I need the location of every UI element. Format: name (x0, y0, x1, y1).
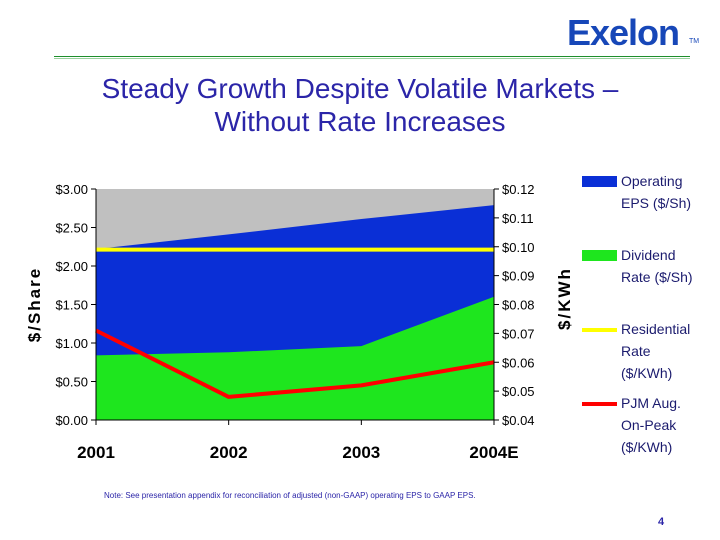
left-tick-label: $0.50 (55, 375, 88, 390)
exelon-logo: Exelon TM (567, 12, 707, 53)
logo-text: Exelon (567, 12, 680, 53)
legend-label: Rate (621, 343, 651, 359)
legend-swatch (582, 250, 617, 261)
header-rule-secondary (54, 58, 690, 59)
legend-label: Rate ($/Sh) (621, 269, 693, 285)
left-tick-label: $3.00 (55, 182, 88, 197)
page-number: 4 (658, 516, 665, 528)
right-tick-label: $0.04 (502, 413, 535, 428)
left-tick-label: $0.00 (55, 413, 88, 428)
x-tick-label: 2003 (342, 443, 380, 462)
line-series-pjm-on-peak (95, 328, 495, 399)
right-axis-label: $/KWh (555, 267, 574, 330)
right-tick-label: $0.10 (502, 240, 535, 255)
right-tick-label: $0.09 (502, 269, 535, 284)
legend-label: Operating (621, 173, 682, 189)
x-tick-label: 2004E (469, 443, 518, 462)
legend-label: Dividend (621, 247, 675, 263)
right-tick-label: $0.12 (502, 182, 535, 197)
area-series-dividend-rate (96, 296, 494, 420)
title-line-2: Without Rate Increases (214, 106, 506, 137)
footnote: Note: See presentation appendix for reco… (104, 491, 476, 500)
left-tick-label: $1.00 (55, 336, 88, 351)
x-tick-label: 2001 (77, 443, 115, 462)
left-axis-label: $/Share (25, 267, 44, 342)
right-tick-label: $0.11 (502, 211, 534, 226)
slide-title: Steady Growth Despite Volatile Markets –… (40, 72, 680, 138)
legend-label: ($/KWh) (621, 365, 672, 381)
left-tick-label: $2.00 (55, 259, 88, 274)
left-tick-label: $2.50 (55, 221, 88, 236)
legend-swatch (582, 176, 617, 187)
legend-label: Residential (621, 321, 690, 337)
title-line-1: Steady Growth Despite Volatile Markets – (101, 73, 619, 104)
x-tick-label: 2002 (210, 443, 248, 462)
logo-trademark: TM (689, 38, 700, 45)
legend-label: On-Peak (621, 417, 677, 433)
right-tick-label: $0.05 (502, 384, 535, 399)
legend-label: EPS ($/Sh) (621, 195, 691, 211)
legend-label: ($/KWh) (621, 439, 672, 455)
legend-label: PJM Aug. (621, 395, 681, 411)
right-tick-label: $0.08 (502, 298, 535, 313)
header-rule (54, 56, 690, 57)
left-tick-label: $1.50 (55, 298, 88, 313)
right-tick-label: $0.06 (502, 355, 535, 370)
right-tick-label: $0.07 (502, 326, 535, 341)
